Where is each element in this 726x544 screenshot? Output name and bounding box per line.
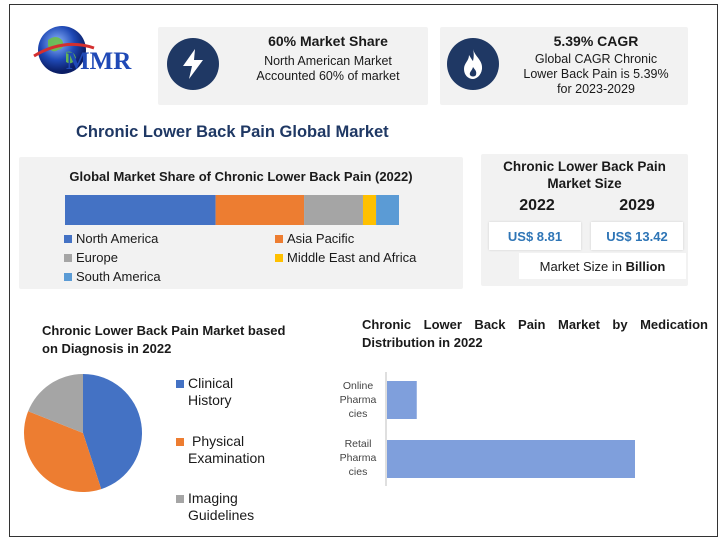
stacked-segment-europe	[304, 195, 363, 225]
legend-label-south-america: South America	[76, 269, 161, 284]
market-size-title-1: Chronic Lower Back Pain	[503, 159, 666, 174]
legend-item-south-america: South America	[64, 269, 161, 284]
legend-label-north-america: North America	[76, 231, 159, 246]
stacked-segment-asia-pacific	[215, 195, 305, 225]
legend-item-asia-pacific: Asia Pacific	[275, 231, 354, 246]
market-share-text-1: North American Market	[264, 54, 392, 68]
stacked-bar-title: Global Market Share of Chronic Lower Bac…	[69, 169, 413, 184]
pie-legend-clinical-2: History	[188, 392, 232, 408]
legend-swatch-south-america	[64, 272, 72, 281]
legend-swatch-mea	[275, 253, 283, 262]
market-size-footer-prefix: Market Size in	[539, 258, 626, 274]
globe-icon	[33, 26, 95, 74]
market-size-footer: Market Size in Billion	[519, 253, 686, 279]
year-2022-label: 2022	[519, 197, 555, 214]
cagr-text-2: Lower Back Pain is 5.39%	[523, 67, 669, 81]
market-size-title-2: Market Size	[547, 176, 622, 191]
ylabel-retail-2: Pharma	[339, 452, 377, 464]
medication-chart-title-1-text: Chronic Lower Back Pain Market by Medica…	[362, 317, 708, 332]
ylabel-online-pharmacies: Online Pharma cies	[337, 379, 379, 421]
market-share-text-2: Accounted 60% of market	[256, 69, 400, 83]
value-2029: US$ 13.42	[591, 222, 683, 250]
market-share-title: 60% Market Share	[268, 33, 388, 49]
stacked-segment-middle-east-and-africa	[362, 195, 377, 225]
legend-item-north-america: North America	[64, 231, 158, 246]
pie-legend-physical-1: Physical	[192, 433, 245, 449]
cagr-title: 5.39% CAGR	[553, 33, 639, 49]
legend-item-mea: Middle East and Africa	[275, 250, 416, 265]
logo-text: MMR	[66, 48, 132, 75]
diagnosis-pie-chart	[23, 374, 142, 492]
pie-legend-imaging-guidelines: Imaging Guidelines	[176, 490, 254, 524]
flame-icon-badge	[447, 38, 499, 90]
medication-bar-retail-pharmacies	[387, 440, 635, 478]
pie-slice-clinical-history	[83, 374, 142, 490]
stacked-segment-north-america	[65, 195, 216, 225]
page-title: Chronic Lower Back Pain Global Market	[76, 123, 389, 141]
pie-slice-imaging-guidelines	[28, 374, 83, 433]
cagr-text-3: for 2023-2029	[557, 82, 635, 96]
legend-swatch-europe	[64, 253, 72, 262]
ylabel-retail-3: cies	[348, 466, 368, 478]
market-share-card: 60% Market Share North American Market A…	[158, 27, 428, 105]
year-2029-label: 2029	[619, 197, 655, 214]
lightning-icon-badge	[167, 38, 219, 90]
medication-bar-chart	[385, 372, 635, 486]
market-size-panel: Chronic Lower Back Pain Market Size 2022…	[481, 154, 688, 286]
value-2022: US$ 8.81	[489, 222, 581, 250]
pie-legend-imaging-1: Imaging	[188, 490, 238, 506]
stacked-segment-south-america	[376, 195, 399, 225]
diagnosis-chart-title-2: on Diagnosis in 2022	[42, 341, 172, 356]
market-size-footer-unit: Billion	[625, 258, 666, 274]
legend-label-europe: Europe	[76, 250, 118, 265]
pie-legend-clinical-1: Clinical	[188, 375, 234, 391]
stacked-bar-chart	[65, 195, 399, 225]
brand-logo: MMR	[28, 22, 153, 80]
flame-icon	[464, 49, 483, 79]
pie-legend-swatch-imaging	[176, 495, 184, 503]
cagr-card: 5.39% CAGR Global CAGR Chronic Lower Bac…	[440, 27, 688, 105]
ylabel-retail-1: Retail	[344, 438, 372, 450]
pie-legend-clinical-history: Clinical History	[176, 375, 233, 409]
ylabel-online-1: Online	[342, 380, 374, 392]
pie-legend-swatch-physical	[176, 438, 184, 446]
cagr-text-1: Global CAGR Chronic	[534, 52, 658, 66]
diagnosis-chart-title-1: Chronic Lower Back Pain Market based	[42, 323, 286, 338]
ylabel-online-2: Pharma	[339, 394, 377, 406]
pie-legend-swatch-clinical	[176, 380, 184, 388]
lightning-icon	[183, 49, 203, 79]
legend-item-europe: Europe	[64, 250, 118, 265]
medication-chart-title-1: Chronic Lower Back Pain Market by Medica…	[362, 316, 708, 334]
legend-label-asia-pacific: Asia Pacific	[287, 231, 355, 246]
ylabel-online-3: cies	[348, 408, 368, 420]
medication-chart-title-2: Distribution in 2022	[362, 335, 483, 350]
legend-swatch-north-america	[64, 234, 72, 243]
pie-slice-physical-examination	[23, 411, 102, 492]
legend-swatch-asia-pacific	[275, 234, 283, 243]
pie-legend-physical-2: Examination	[188, 450, 266, 466]
pie-legend-physical-examination: Physical Examination	[176, 433, 265, 467]
legend-label-mea: Middle East and Africa	[287, 250, 417, 265]
ylabel-retail-pharmacies: Retail Pharma cies	[337, 437, 379, 479]
market-share-panel: Global Market Share of Chronic Lower Bac…	[19, 157, 463, 289]
medication-bar-online-pharmacies	[387, 381, 417, 419]
pie-legend-imaging-2: Guidelines	[188, 507, 255, 523]
